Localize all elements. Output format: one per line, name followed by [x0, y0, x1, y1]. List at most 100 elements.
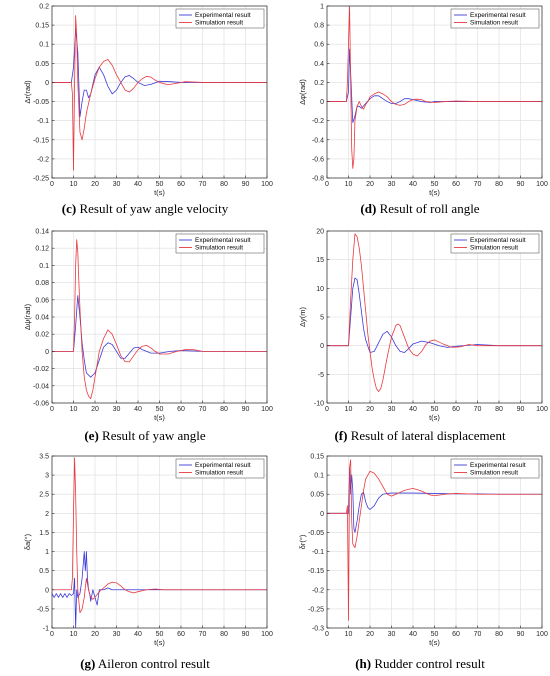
x-tick-label: 100 [536, 631, 548, 638]
series-line-simulation [327, 459, 542, 621]
y-axis-label: Δy(m) [298, 307, 307, 328]
x-tick-label: 80 [220, 406, 228, 413]
x-tick-label: 40 [409, 406, 417, 413]
y-tick-label: -1 [43, 626, 49, 633]
y-tick-label: 0 [45, 80, 49, 87]
y-tick-label: 3.5 [39, 454, 49, 461]
y-tick-label: -0.05 [33, 99, 49, 106]
x-tick-label: 10 [345, 631, 353, 638]
y-tick-label: 0.8 [314, 23, 324, 30]
x-tick-label: 70 [199, 181, 207, 188]
x-tick-label: 30 [388, 631, 396, 638]
y-tick-label: -0.05 [308, 530, 324, 537]
legend-box [450, 233, 540, 254]
y-tick-label: 0.08 [35, 280, 49, 287]
x-tick-label: 100 [261, 631, 273, 638]
x-tick-label: 20 [366, 631, 374, 638]
legend-label-simulation: Simulation result [470, 245, 518, 252]
x-tick-label: 100 [261, 406, 273, 413]
series-line-simulation [52, 15, 267, 171]
y-tick-label: -0.8 [312, 176, 324, 183]
caption-g: (g) Aileron control result [80, 656, 210, 671]
x-tick-label: 60 [177, 406, 185, 413]
y-tick-label: -0.15 [33, 137, 49, 144]
x-tick-label: 0 [325, 631, 329, 638]
chart-lateral-displacement: 0 10 20 30 40 50 60 70 80 90 100 -10 -5 0 5 10 15 20 t(s) Δ… [298, 229, 548, 423]
legend-label-simulation: Simulation result [195, 20, 243, 27]
y-tick-label: 2 [45, 511, 49, 518]
legend-box [175, 8, 265, 29]
y-tick-label: 1 [320, 4, 324, 11]
x-tick-label: 40 [409, 631, 417, 638]
series-line-simulation [327, 6, 542, 169]
caption-d: (d) Result of roll angle [360, 201, 480, 216]
chart-aileron-control: 0 10 20 30 40 50 60 70 80 90 100 -1 -0.5 0 0.5 1 1.5 2 2.5… [23, 454, 273, 648]
legend-label-experimental: Experimental result [470, 462, 526, 469]
x-tick-label: 0 [325, 406, 329, 413]
y-tick-label: -0.2 [312, 118, 324, 125]
series-line-experimental [52, 551, 267, 628]
x-tick-label: 90 [517, 406, 525, 413]
y-tick-label: -10 [314, 401, 324, 408]
x-tick-label: 10 [70, 631, 78, 638]
y-tick-label: -0.25 [33, 176, 49, 183]
x-tick-label: 70 [474, 406, 482, 413]
y-axis-label: Δψ(rad) [23, 303, 32, 330]
y-tick-label: 0.15 [35, 23, 49, 30]
y-tick-label: 0.5 [39, 568, 49, 575]
chart-roll-angle: 0 10 20 30 40 50 60 70 80 90 100 -0.8 -0.6 -0.4 -0.2 0 0… [298, 4, 548, 198]
y-tick-label: 3 [45, 473, 49, 480]
y-tick-label: -0.2 [312, 587, 324, 594]
series-line-simulation [52, 457, 267, 614]
y-tick-label: -0.02 [33, 366, 49, 373]
legend-label-simulation: Simulation result [195, 470, 243, 477]
x-tick-label: 70 [474, 631, 482, 638]
series-line-simulation [52, 239, 267, 400]
x-tick-label: 40 [409, 181, 417, 188]
y-tick-label: -0.1 [37, 118, 49, 125]
y-tick-label: 1 [45, 549, 49, 556]
x-tick-label: 60 [452, 631, 460, 638]
x-tick-label: 60 [452, 406, 460, 413]
legend-label-experimental: Experimental result [195, 462, 251, 469]
caption-h: (h) Rudder control result [355, 656, 485, 671]
y-tick-label: -0.2 [37, 156, 49, 163]
x-tick-label: 20 [91, 631, 99, 638]
x-tick-label: 20 [366, 406, 374, 413]
x-tick-label: 100 [261, 181, 273, 188]
x-tick-label: 30 [388, 406, 396, 413]
x-tick-label: 10 [345, 406, 353, 413]
x-tick-label: 40 [134, 406, 142, 413]
x-tick-label: 80 [220, 181, 228, 188]
y-tick-label: 0.6 [314, 42, 324, 49]
x-axis-label: t(s) [154, 188, 165, 197]
x-tick-label: 70 [474, 181, 482, 188]
x-tick-label: 60 [177, 181, 185, 188]
chart-rudder-control: 0 10 20 30 40 50 60 70 80 90 100 -0.3 -0.25 -0.2 -0.15… [298, 454, 548, 648]
x-tick-label: 50 [156, 181, 164, 188]
series-line-simulation [327, 233, 542, 392]
chart-yaw-angle-velocity: 0 10 20 30 40 50 60 70 80 90 100 -0.25 -0.2 -0.15 -0.1… [23, 4, 273, 198]
x-tick-label: 80 [220, 631, 228, 638]
y-tick-label: 0.15 [310, 454, 324, 461]
y-tick-label: -5 [318, 372, 324, 379]
y-tick-label: 15 [316, 257, 324, 264]
x-tick-label: 0 [50, 181, 54, 188]
legend-box [175, 233, 265, 254]
y-tick-label: 2.5 [39, 492, 49, 499]
x-tick-label: 20 [366, 181, 374, 188]
y-tick-label: 0 [320, 343, 324, 350]
x-tick-label: 80 [495, 406, 503, 413]
y-tick-label: -0.04 [33, 383, 49, 390]
chart-yaw-angle: 0 10 20 30 40 50 60 70 80 90 100 -0.06 -0.04 -0.02 0 0.… [23, 229, 273, 423]
y-tick-label: 0.1 [314, 473, 324, 480]
x-tick-label: 70 [199, 631, 207, 638]
x-tick-label: 30 [113, 406, 121, 413]
x-tick-label: 20 [91, 181, 99, 188]
y-tick-label: -0.15 [308, 568, 324, 575]
